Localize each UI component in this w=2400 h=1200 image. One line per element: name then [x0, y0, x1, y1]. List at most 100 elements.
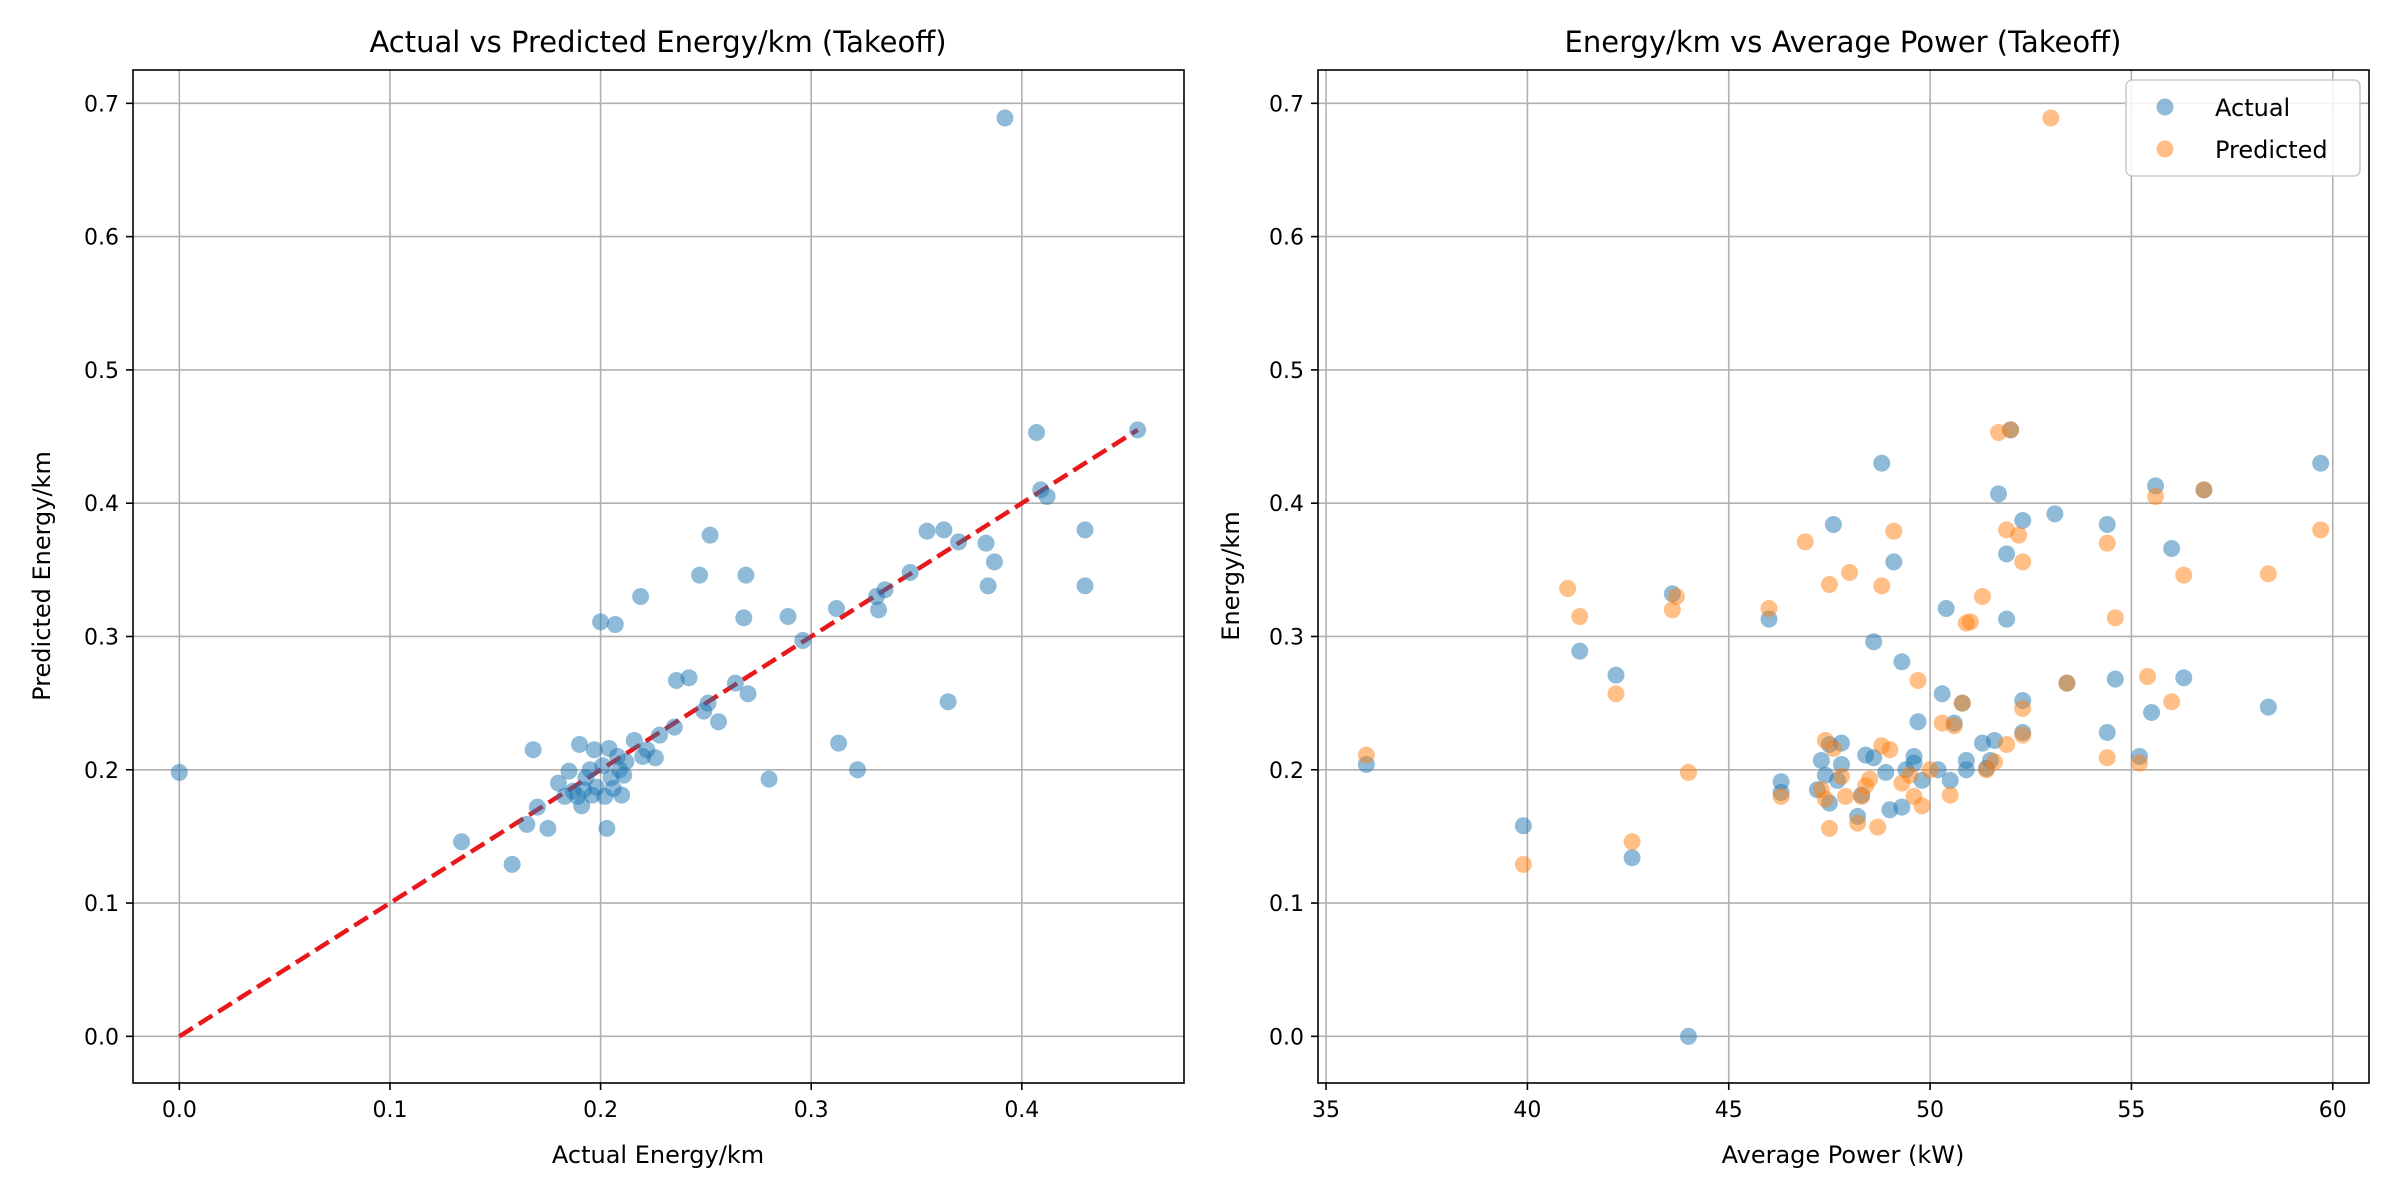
- predicted-point: [1837, 787, 1855, 805]
- predicted-point: [2014, 726, 2032, 744]
- right-chart-title: Energy/km vs Average Power (Takeoff): [1565, 25, 2122, 59]
- data-point: [699, 694, 717, 712]
- predicted-point: [1849, 814, 1867, 832]
- predicted-point: [2010, 526, 2028, 544]
- y-tick-label: 0.2: [1269, 759, 1304, 784]
- x-tick-label: 35: [1312, 1098, 1340, 1123]
- data-point: [594, 757, 612, 775]
- actual-point: [2014, 512, 2032, 530]
- predicted-point: [1841, 564, 1859, 582]
- actual-point: [1893, 798, 1911, 816]
- data-point: [632, 587, 650, 605]
- predicted-point: [1623, 833, 1641, 851]
- data-point: [1076, 521, 1094, 539]
- left-grid: [133, 70, 1184, 1083]
- actual-point: [1824, 516, 1842, 534]
- data-point: [870, 601, 888, 619]
- left-points: [170, 109, 1147, 873]
- predicted-point: [1961, 613, 1979, 631]
- predicted-point: [1760, 599, 1778, 617]
- actual-point: [2098, 516, 2116, 534]
- actual-point: [1679, 1027, 1697, 1045]
- actual-point: [1905, 747, 1923, 765]
- actual-point: [2106, 670, 2124, 688]
- data-point: [979, 577, 997, 595]
- y-tick-label: 0.7: [1269, 92, 1304, 117]
- data-point: [827, 599, 845, 617]
- data-point: [849, 761, 867, 779]
- data-point: [918, 522, 936, 540]
- data-point: [170, 763, 188, 781]
- legend-box: [2125, 79, 2361, 177]
- y-tick-label: 0.7: [84, 92, 119, 117]
- predicted-point: [1941, 786, 1959, 804]
- left-chart-title: Actual vs Predicted Energy/km (Takeoff): [369, 25, 946, 59]
- predicted-point: [1824, 739, 1842, 757]
- data-point: [760, 770, 778, 788]
- predicted-point: [1986, 753, 2004, 771]
- left-plot-frame: [132, 69, 1185, 1084]
- predicted-point: [1901, 766, 1919, 784]
- data-point: [549, 774, 567, 792]
- data-point: [876, 581, 894, 599]
- actual-point: [1998, 610, 2016, 628]
- y-tick-label: 0.4: [1269, 492, 1304, 517]
- data-point: [518, 815, 536, 833]
- predicted-point: [2098, 534, 2116, 552]
- data-point: [615, 766, 633, 784]
- actual-point: [1941, 771, 1959, 789]
- data-point: [503, 855, 521, 873]
- data-point: [1038, 488, 1056, 506]
- x-tick-label: 0.4: [1004, 1098, 1039, 1123]
- predicted-point: [1873, 577, 1891, 595]
- actual-point: [1873, 454, 1891, 472]
- predicted-point: [2002, 421, 2020, 439]
- actual-point: [1865, 633, 1883, 651]
- actual-point: [2312, 454, 2330, 472]
- predicted-point: [1832, 767, 1850, 785]
- actual-point: [2259, 698, 2277, 716]
- x-tick-label: 0.3: [794, 1098, 829, 1123]
- x-tick-label: 0.1: [372, 1098, 407, 1123]
- data-point: [524, 741, 542, 759]
- actual-point: [1607, 666, 1625, 684]
- predicted-point: [2098, 749, 2116, 767]
- y-tick-label: 0.5: [1269, 359, 1304, 384]
- y-tick-label: 0.0: [1269, 1025, 1304, 1050]
- data-point: [1076, 577, 1094, 595]
- predicted-point: [1772, 787, 1790, 805]
- right-plot-frame: [1317, 69, 2370, 1084]
- predicted-point: [2259, 565, 2277, 583]
- predicted-point: [2014, 699, 2032, 717]
- x-tick-label: 0.2: [583, 1098, 618, 1123]
- predicted-point: [1885, 522, 1903, 540]
- predicted-point: [2195, 481, 2213, 499]
- right-y-axis-label: Energy/km: [1217, 511, 1245, 640]
- actual-point: [2098, 723, 2116, 741]
- predicted-point: [1357, 746, 1375, 764]
- actual-point: [1909, 713, 1927, 731]
- data-point: [901, 564, 919, 582]
- data-point: [726, 674, 744, 692]
- data-point: [779, 607, 797, 625]
- data-point: [453, 833, 471, 851]
- predicted-point: [1921, 761, 1939, 779]
- legend-label-actual: Actual: [2215, 94, 2290, 122]
- predicted-point: [1820, 819, 1838, 837]
- data-point: [691, 566, 709, 584]
- right-x-axis-label: Average Power (kW): [1722, 1141, 1965, 1169]
- data-point: [1129, 421, 1147, 439]
- actual-point: [2163, 540, 2181, 558]
- predicted-point: [1679, 763, 1697, 781]
- predicted-point: [1861, 770, 1879, 788]
- predicted-point: [1909, 671, 1927, 689]
- data-point: [585, 741, 603, 759]
- actual-point: [1973, 734, 1991, 752]
- predicted-point: [1881, 741, 1899, 759]
- left-y-axis-label: Predicted Energy/km: [28, 451, 56, 701]
- data-point: [651, 726, 669, 744]
- actual-point: [1865, 749, 1883, 767]
- data-point: [528, 798, 546, 816]
